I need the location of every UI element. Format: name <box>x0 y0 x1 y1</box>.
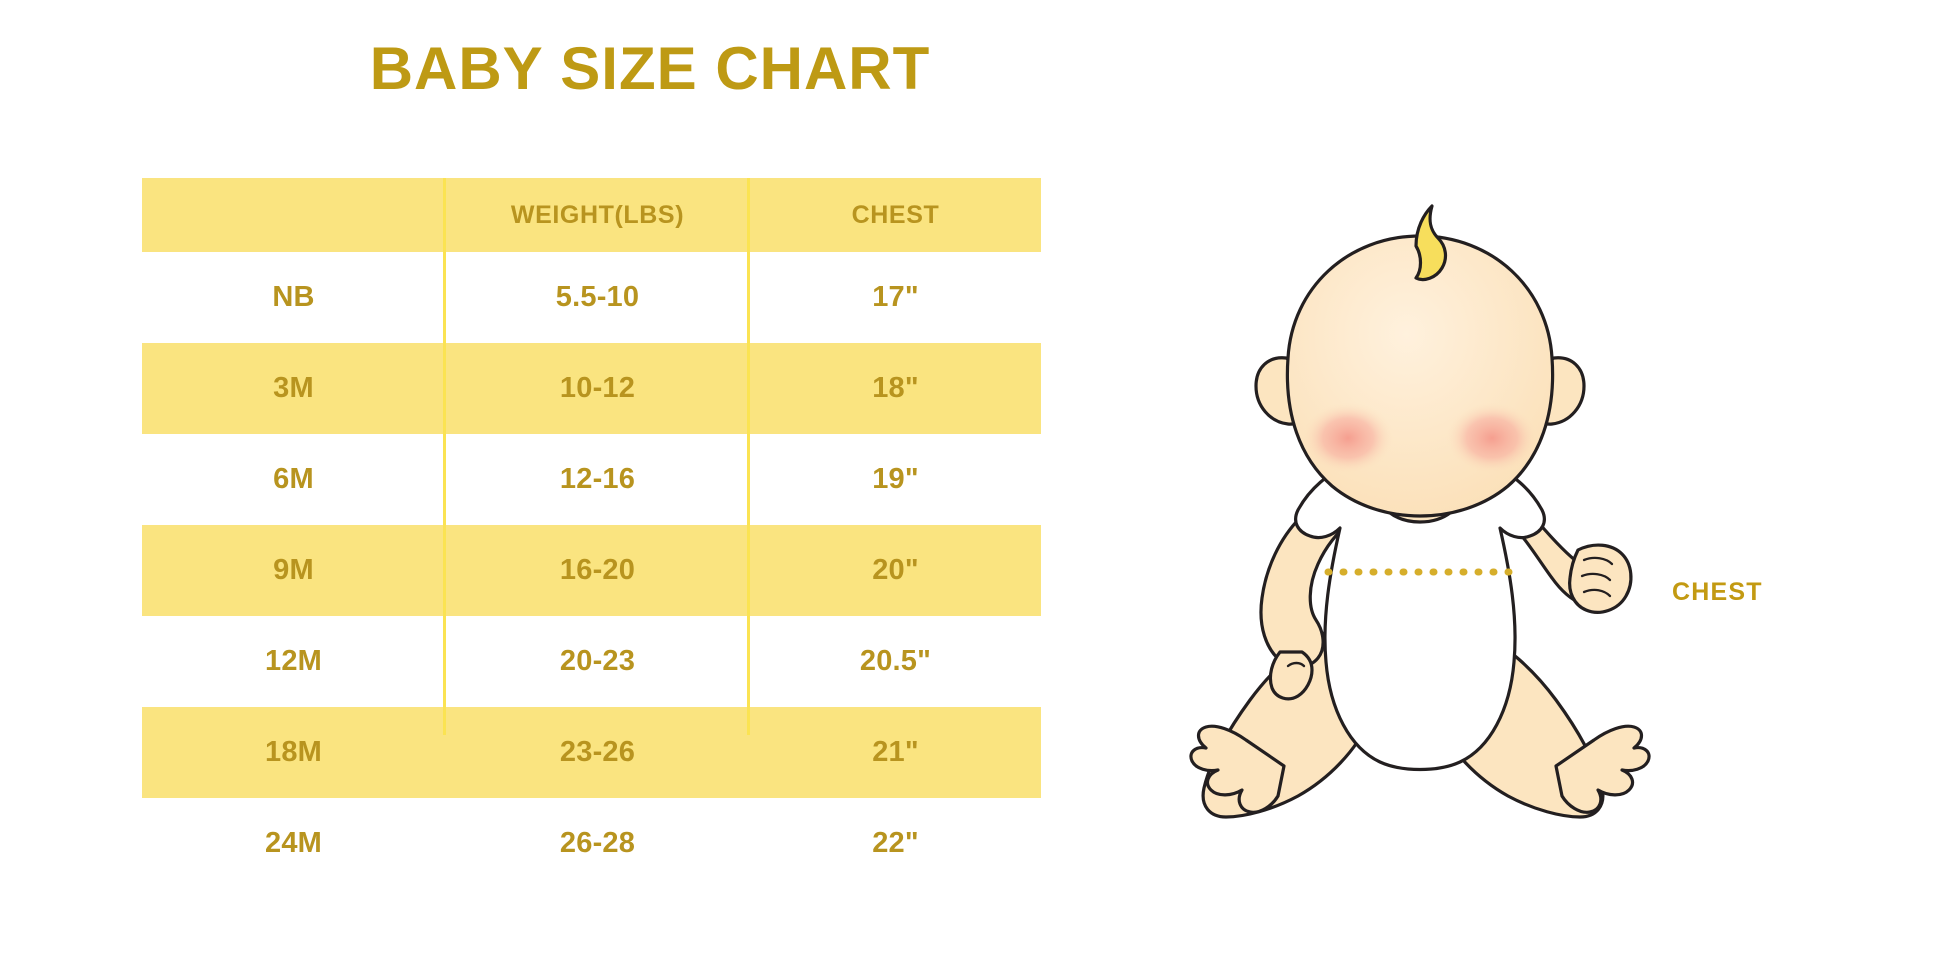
cell-weight: 5.5-10 <box>445 252 750 343</box>
baby-left-arm <box>1259 516 1350 701</box>
baby-left-cheek <box>1302 402 1394 474</box>
table-row: NB 5.5-10 17" <box>142 252 1041 343</box>
cell-weight: 12-16 <box>445 434 750 525</box>
cell-size: 9M <box>142 525 445 616</box>
column-divider-line-1 <box>443 178 446 735</box>
column-header-weight: WEIGHT(LBS) <box>445 178 750 252</box>
cell-weight: 20-23 <box>445 616 750 707</box>
cell-chest: 21" <box>750 707 1041 798</box>
page-title: BABY SIZE CHART <box>369 35 931 102</box>
column-header-size <box>142 178 445 252</box>
baby-right-arm <box>1504 516 1633 614</box>
cell-chest: 20.5" <box>750 616 1041 707</box>
baby-hair-curl <box>1414 204 1448 282</box>
cell-weight: 16-20 <box>445 525 750 616</box>
chest-callout-label: CHEST <box>1672 578 1763 606</box>
cell-weight: 23-26 <box>445 707 750 798</box>
cell-size: 3M <box>142 343 445 434</box>
cell-size: 12M <box>142 616 445 707</box>
cell-size: 24M <box>142 798 445 889</box>
cell-chest: 18" <box>750 343 1041 434</box>
baby-left-foot <box>1189 724 1286 814</box>
table-row: 6M 12-16 19" <box>142 434 1041 525</box>
baby-right-cheek <box>1446 402 1538 474</box>
cell-chest: 22" <box>750 798 1041 889</box>
cell-weight: 10-12 <box>445 343 750 434</box>
baby-right-foot <box>1554 724 1651 814</box>
baby-size-table: WEIGHT(LBS) CHEST NB 5.5-10 17" 3M 10-12… <box>142 178 1041 889</box>
cell-chest: 20" <box>750 525 1041 616</box>
cell-size: NB <box>142 252 445 343</box>
table-row: 3M 10-12 18" <box>142 343 1041 434</box>
sitting-baby-illustration <box>1180 200 1660 840</box>
cell-size: 6M <box>142 434 445 525</box>
cell-chest: 19" <box>750 434 1041 525</box>
table-row: 9M 16-20 20" <box>142 525 1041 616</box>
column-divider-line-2 <box>747 178 750 735</box>
table-row: 24M 26-28 22" <box>142 798 1041 889</box>
cell-size: 18M <box>142 707 445 798</box>
table-header-row: WEIGHT(LBS) CHEST <box>142 178 1041 252</box>
cell-weight: 26-28 <box>445 798 750 889</box>
table-row: 12M 20-23 20.5" <box>142 616 1041 707</box>
cell-chest: 17" <box>750 252 1041 343</box>
column-header-chest: CHEST <box>750 178 1041 252</box>
table-row: 18M 23-26 21" <box>142 707 1041 798</box>
